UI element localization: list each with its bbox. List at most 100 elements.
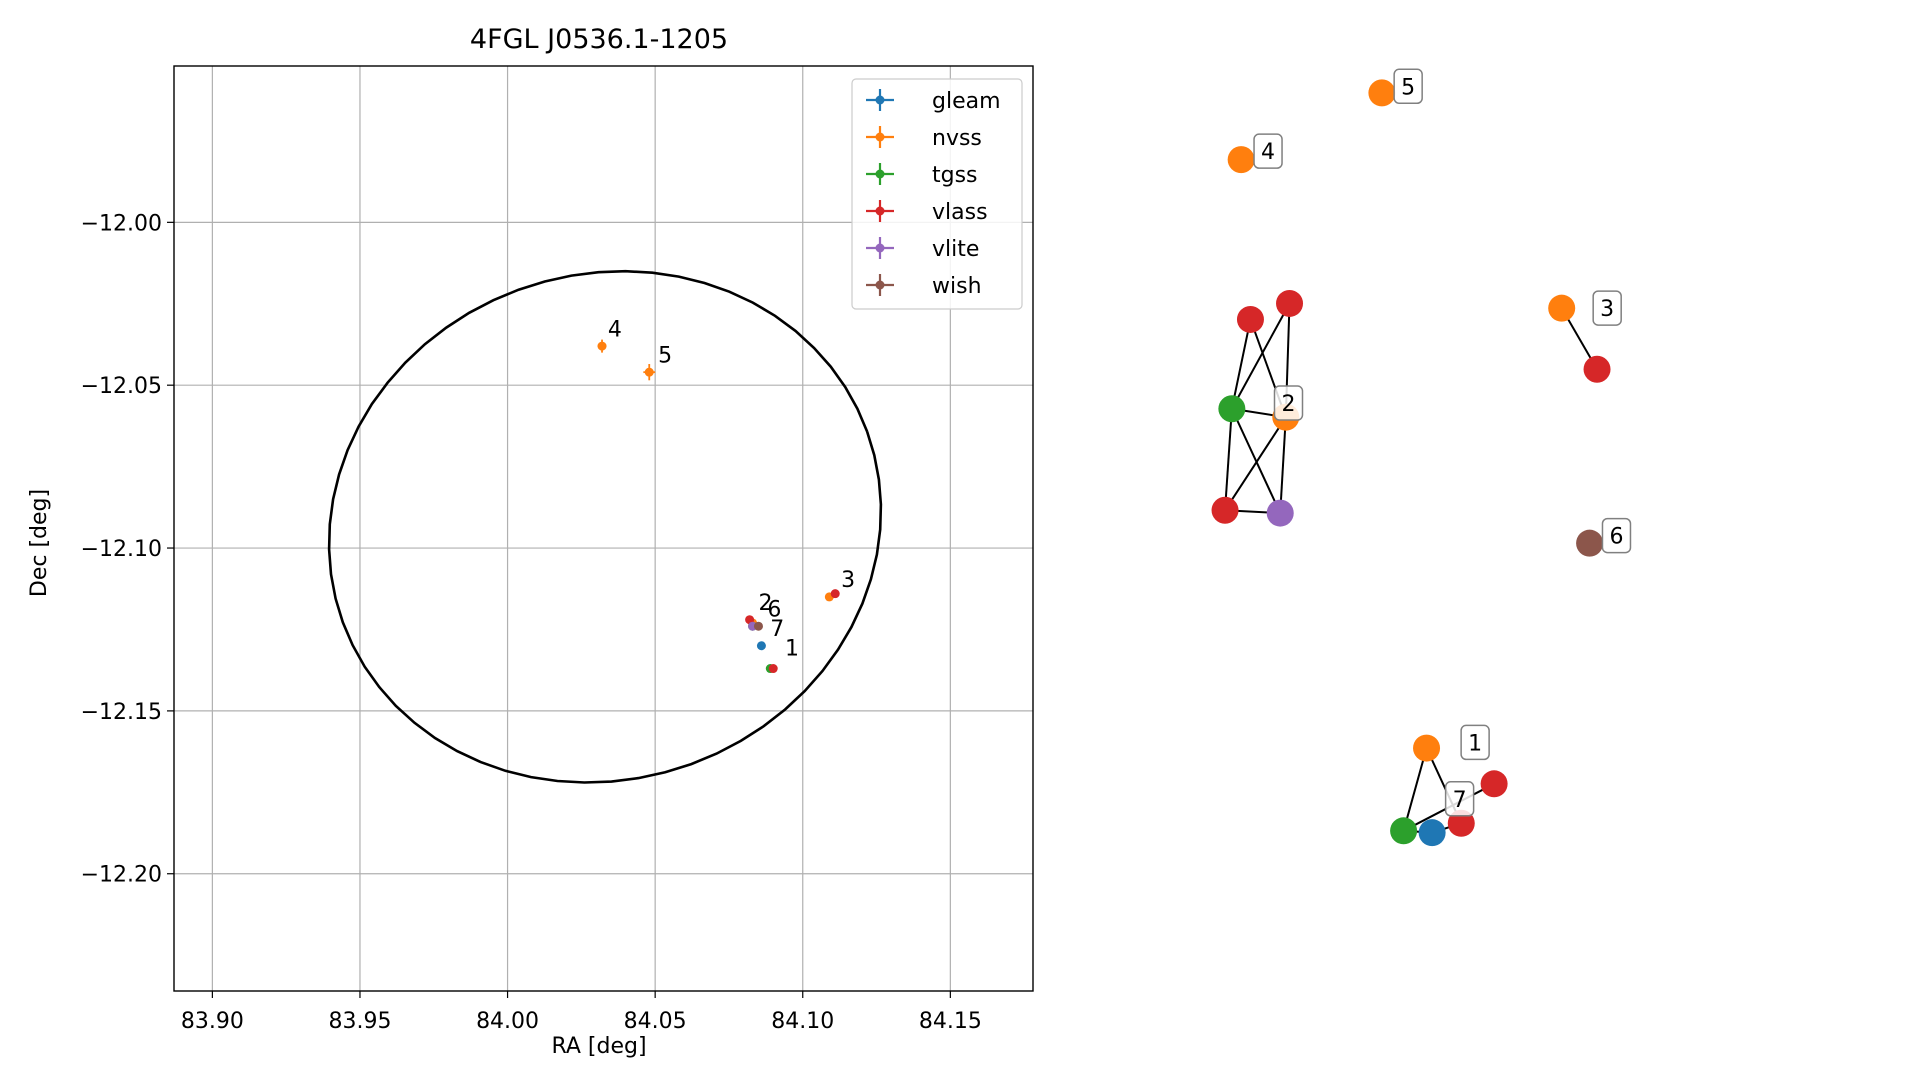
- legend-marker-dot: [875, 95, 885, 105]
- legend-label: gleam: [932, 89, 1001, 114]
- legend-marker-dot: [875, 169, 885, 179]
- graph-node-nvss: [1548, 294, 1576, 322]
- group-label: 1: [1460, 724, 1490, 761]
- graph-edge: [1230, 302, 1291, 410]
- localization-ellipse: [327, 269, 883, 784]
- legend-label: vlite: [932, 237, 979, 262]
- graph-node-tgss: [1218, 395, 1246, 423]
- graph-node-gleam: [1418, 819, 1446, 847]
- data-point-nvss: [597, 339, 607, 353]
- group-label: 7: [1444, 781, 1475, 817]
- graph-node-vlass: [1211, 496, 1239, 524]
- group-label: 6: [1601, 517, 1632, 554]
- legend-item-nvss: nvss: [866, 126, 982, 151]
- graph-node-nvss: [1227, 146, 1255, 174]
- graph-node-vlass: [1236, 305, 1264, 333]
- legend-item-vlite: vlite: [866, 237, 979, 262]
- group-label-box: [1460, 724, 1490, 761]
- graph-node-vlass: [1480, 770, 1508, 798]
- point-marker: [597, 341, 607, 351]
- point-marker: [756, 641, 766, 651]
- data-point-gleam: [756, 641, 766, 651]
- data-point-vlass: [768, 664, 778, 674]
- legend-marker-dot: [875, 243, 885, 253]
- y-tick-label: −12.05: [81, 374, 162, 399]
- x-tick-label: 84.00: [476, 1009, 539, 1034]
- x-axis-label: RA [deg]: [551, 1034, 646, 1059]
- group-label-text: 6: [1609, 525, 1623, 550]
- group-label-box: [1273, 385, 1304, 421]
- graph-edge: [1224, 408, 1233, 511]
- group-label-text: 7: [1453, 788, 1467, 813]
- data-point-wish: [753, 621, 763, 631]
- y-tick-label: −12.00: [81, 211, 162, 236]
- x-tick-label: 83.95: [328, 1009, 391, 1034]
- sky-map-axes: 83.90 83.95 84.00 84.05 84.10 84.15 −12.00 −12.…: [81, 65, 1034, 1034]
- y-tick-label: −12.15: [81, 700, 162, 725]
- source-label: 3: [841, 568, 855, 593]
- chart-title: 4FGL J0536.1-1205: [470, 24, 728, 55]
- graph-edge: [1402, 747, 1428, 832]
- source-label: 4: [608, 317, 622, 342]
- point-marker: [830, 589, 840, 599]
- y-axis-label: Dec [deg]: [27, 489, 52, 597]
- group-label: 5: [1393, 68, 1423, 105]
- source-label: 2: [758, 591, 772, 616]
- legend-item-wish: wish: [866, 274, 982, 299]
- legend-item-vlass: vlass: [866, 200, 988, 225]
- data-point-vlass: [830, 589, 840, 599]
- group-label-box: [1393, 68, 1423, 105]
- group-label-box: [1592, 290, 1622, 326]
- data-point-nvss: [643, 364, 656, 381]
- legend-label: tgss: [932, 163, 978, 188]
- legend-label: nvss: [932, 126, 982, 151]
- group-label-box: [1253, 133, 1283, 169]
- y-tick-label: −12.20: [81, 863, 162, 888]
- graph-edge: [1224, 416, 1287, 511]
- group-label-text: 5: [1401, 75, 1415, 100]
- legend-marker-dot: [875, 280, 885, 290]
- legend-item-tgss: tgss: [866, 163, 978, 188]
- graph-node-wish: [1576, 529, 1604, 557]
- legend-item-gleam: gleam: [866, 89, 1001, 114]
- group-label-box: [1444, 781, 1475, 817]
- legend-label: wish: [932, 274, 982, 299]
- source-label: 7: [770, 617, 784, 642]
- graph-node-vlass: [1276, 289, 1304, 317]
- graph-node-tgss: [1390, 817, 1418, 845]
- graph-node-vlass: [1583, 355, 1611, 383]
- graph-edge: [1230, 319, 1252, 409]
- x-tick-label: 84.15: [919, 1009, 982, 1034]
- group-label: 4: [1253, 133, 1283, 169]
- point-marker: [753, 621, 763, 631]
- x-tick-label: 83.90: [181, 1009, 244, 1034]
- graph-node-nvss: [1413, 734, 1441, 762]
- legend: gleam nvss tgss vlass vlite wish: [851, 78, 1023, 310]
- legend-frame: [851, 78, 1023, 310]
- source-label: 1: [785, 637, 799, 662]
- group-label-text: 2: [1282, 392, 1296, 417]
- source-label: 6: [767, 597, 781, 622]
- legend-marker-dot: [875, 206, 885, 216]
- x-tick-label: 84.05: [624, 1009, 687, 1034]
- legend-marker-dot: [875, 132, 885, 142]
- group-label-text: 4: [1261, 140, 1275, 165]
- graph-node-vlite: [1266, 499, 1294, 527]
- x-tick-label: 84.10: [771, 1009, 834, 1034]
- graph-edge: [1230, 408, 1282, 514]
- group-label-text: 1: [1468, 731, 1482, 756]
- source-label: 5: [658, 343, 672, 368]
- point-marker: [644, 367, 654, 377]
- association-graph: 5 4 3 2 6 1 7: [1211, 68, 1632, 847]
- group-label-box: [1601, 517, 1632, 554]
- y-tick-label: −12.10: [81, 537, 162, 562]
- point-marker: [768, 664, 778, 674]
- group-label-text: 3: [1600, 297, 1614, 322]
- graph-edge: [1279, 417, 1287, 514]
- axes-frame: [173, 65, 1034, 992]
- legend-label: vlass: [932, 200, 988, 225]
- graph-node-nvss: [1368, 79, 1396, 107]
- group-label: 3: [1592, 290, 1622, 326]
- group-label: 2: [1273, 385, 1304, 421]
